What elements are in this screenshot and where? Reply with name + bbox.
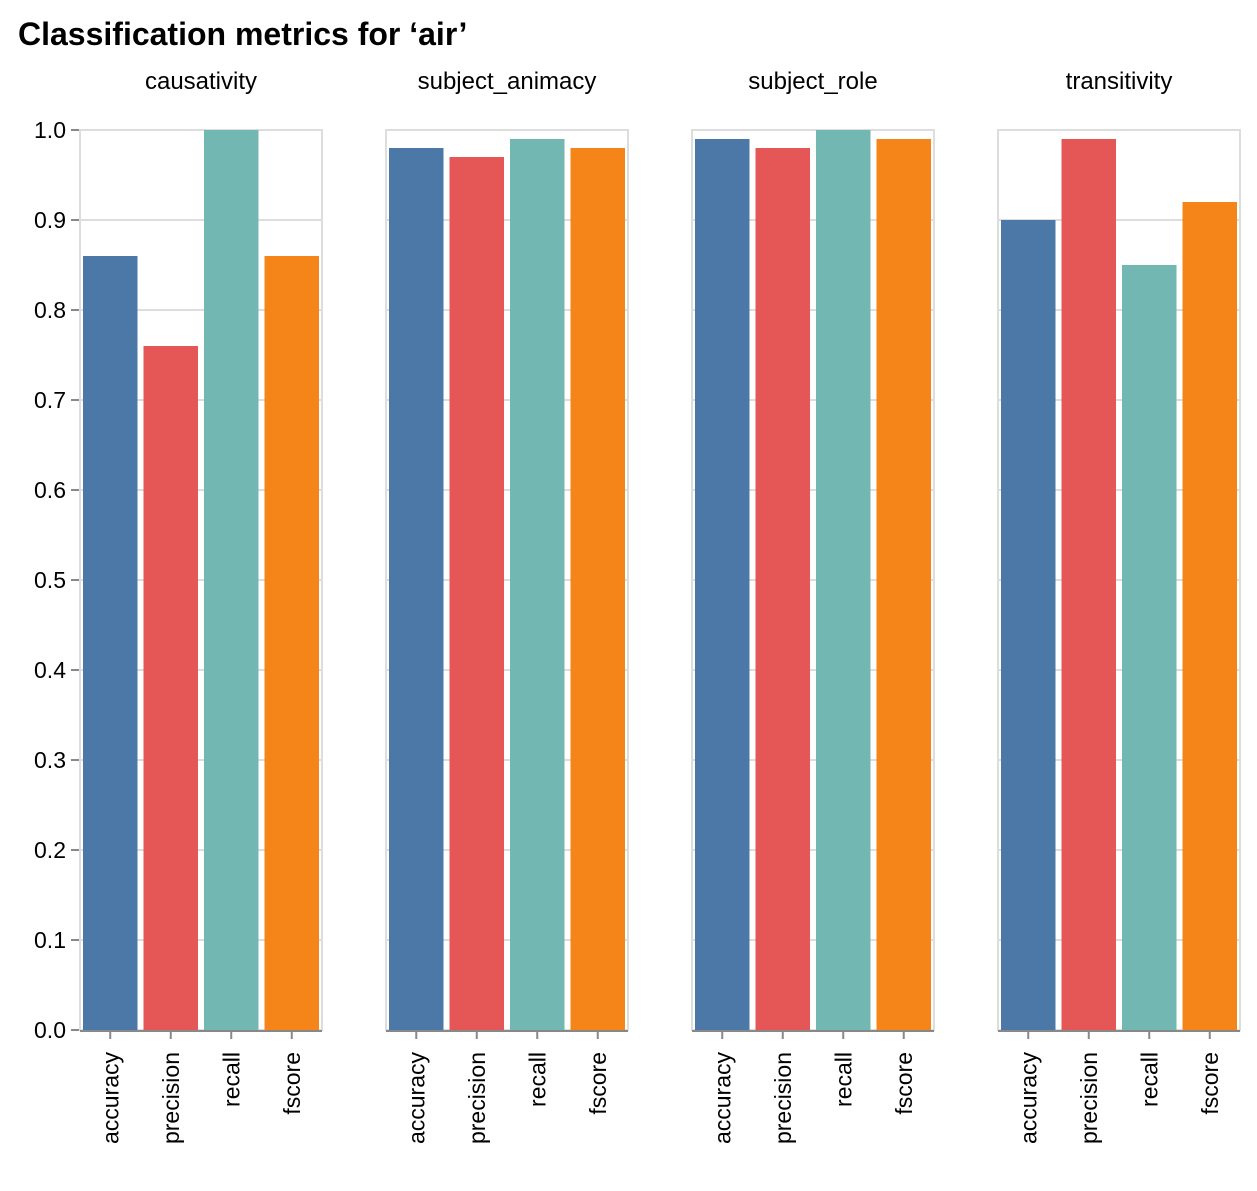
x-tick-label: recall	[524, 1052, 550, 1107]
y-tick-label: 0.4	[34, 657, 66, 683]
bar-transitivity-precision	[1061, 139, 1116, 1030]
facet-transitivity: transitivity accuracy precision recall fscor…	[997, 68, 1241, 1145]
facet-causativity: causativity accuracy precision recall fscore	[79, 68, 323, 1145]
bar-subject_role-recall	[816, 130, 871, 1030]
bar-causativity-recall	[204, 130, 259, 1030]
bar-subject_animacy-accuracy	[389, 148, 444, 1030]
facet-subject_role: subject_role accuracy precision recall fscor…	[691, 68, 935, 1145]
bar-subject_animacy-precision	[449, 157, 504, 1030]
bar-transitivity-recall	[1122, 265, 1177, 1030]
x-tick-label: accuracy	[403, 1052, 429, 1145]
x-tick-label: precision	[1076, 1052, 1102, 1144]
bar-causativity-accuracy	[83, 256, 138, 1030]
x-tick-label: recall	[218, 1052, 244, 1107]
bar-causativity-precision	[143, 346, 198, 1030]
y-tick-label: 0.7	[34, 387, 66, 413]
y-tick-label: 0.3	[34, 747, 66, 773]
bar-causativity-fscore	[264, 256, 319, 1030]
bar-transitivity-accuracy	[1001, 220, 1056, 1030]
x-tick-label: precision	[770, 1052, 796, 1144]
x-tick-label: recall	[830, 1052, 856, 1107]
chart-title: Classification metrics for ‘air’	[18, 16, 467, 52]
bar-transitivity-fscore	[1182, 202, 1237, 1030]
x-tick-label: precision	[464, 1052, 490, 1144]
bar-subject_animacy-fscore	[570, 148, 625, 1030]
bar-subject_role-accuracy	[695, 139, 750, 1030]
x-tick-label: fscore	[1197, 1052, 1223, 1115]
y-tick-label: 0.9	[34, 207, 66, 233]
facet-label: subject_role	[748, 68, 877, 95]
y-tick-label: 0.1	[34, 927, 66, 953]
bar-subject_role-precision	[755, 148, 810, 1030]
y-axis: 0.0 0.1 0.2 0.3 0.4 0.5 0.6 0.7 0.8 0.9 1.0	[34, 117, 81, 1043]
y-tick-label: 0.6	[34, 477, 66, 503]
x-tick-label: fscore	[279, 1052, 305, 1115]
y-tick-label: 0.0	[34, 1017, 66, 1043]
x-tick-label: fscore	[891, 1052, 917, 1115]
facet-subject_animacy: subject_animacy accuracy precision recall fs…	[385, 68, 629, 1145]
facet-label: subject_animacy	[418, 68, 597, 95]
bar-subject_role-fscore	[876, 139, 931, 1030]
x-tick-label: precision	[158, 1052, 184, 1144]
x-tick-label: recall	[1136, 1052, 1162, 1107]
facet-label: transitivity	[1066, 68, 1173, 95]
y-tick-label: 0.8	[34, 297, 66, 323]
y-tick-label: 1.0	[34, 117, 66, 143]
x-tick-label: accuracy	[1015, 1052, 1041, 1145]
x-tick-label: accuracy	[97, 1052, 123, 1145]
y-tick-label: 0.5	[34, 567, 66, 593]
x-tick-label: fscore	[585, 1052, 611, 1115]
facet-label: causativity	[145, 68, 257, 95]
bar-subject_animacy-recall	[510, 139, 565, 1030]
x-tick-label: accuracy	[709, 1052, 735, 1145]
y-tick-label: 0.2	[34, 837, 66, 863]
facets: 0.0 0.1 0.2 0.3 0.4 0.5 0.6 0.7 0.8 0.9 1.0 causati…	[34, 68, 1241, 1145]
